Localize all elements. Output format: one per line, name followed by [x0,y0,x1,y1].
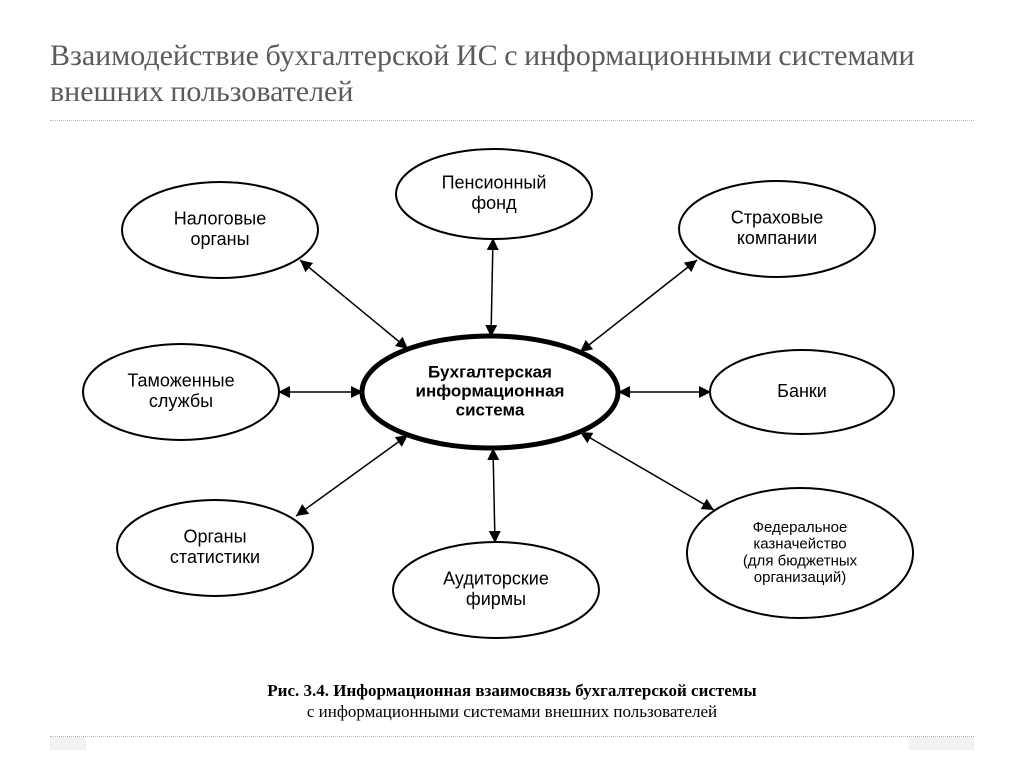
node-label: Аудиторские [443,569,549,589]
edge-center-stats [296,435,408,516]
node-label: службы [149,391,213,411]
figure-caption: Рис. 3.4. Информационная взаимосвязь бух… [0,680,1024,723]
edge-center-tax [300,260,408,349]
node-label: информационная [416,381,565,400]
diagram: Налоговыеорганы Пенсионныйфонд Страховыеко… [0,130,1024,690]
node-label: Страховые [731,208,824,228]
node-audit: Аудиторскиефирмы [393,542,599,638]
slide-title: Взаимодействие бухгалтерской ИС с информ… [50,38,974,110]
node-label: Банки [777,381,827,401]
node-label: организаций) [754,569,846,586]
title-underline [50,120,974,121]
edge-center-treasury [580,432,714,510]
node-label: органы [190,229,249,249]
node-customs: Таможенныеслужбы [83,344,279,440]
node-stats: Органыстатистики [117,500,313,596]
node-label: казначейство [753,536,846,553]
edge-center-pension [491,238,493,337]
node-label: компании [737,228,817,248]
footer-underline [50,736,974,737]
footer-accent-left [50,737,86,750]
node-pension: Пенсионныйфонд [396,149,592,239]
node-label: Федеральное [753,519,848,536]
edge-center-audit [493,448,495,543]
node-label: фонд [471,193,517,213]
node-label: фирмы [466,589,526,609]
caption-bold: Рис. 3.4. Информационная взаимосвязь бух… [267,681,756,700]
footer-accent-right [909,737,974,750]
node-label: статистики [170,547,260,567]
node-label: Пенсионный [442,173,547,193]
node-label: (для бюджетных [743,552,858,569]
node-insurance: Страховыекомпании [679,181,875,277]
node-banks: Банки [710,350,894,434]
edge-center-insurance [580,260,697,352]
node-label: Таможенные [127,371,234,391]
node-center: Бухгалтерскаяинформационнаясистема [362,336,618,448]
node-treasury: Федеральноеказначейство(для бюджетныхорг… [687,488,913,618]
node-label: система [456,401,525,420]
diagram-svg: Налоговыеорганы Пенсионныйфонд Страховыеко… [0,130,1024,690]
node-label: Бухгалтерская [428,362,552,381]
caption-line2: с информационными системами внешних поль… [307,702,717,721]
node-label: Налоговые [174,209,266,229]
node-label: Органы [183,527,246,547]
node-tax: Налоговыеорганы [122,182,318,278]
